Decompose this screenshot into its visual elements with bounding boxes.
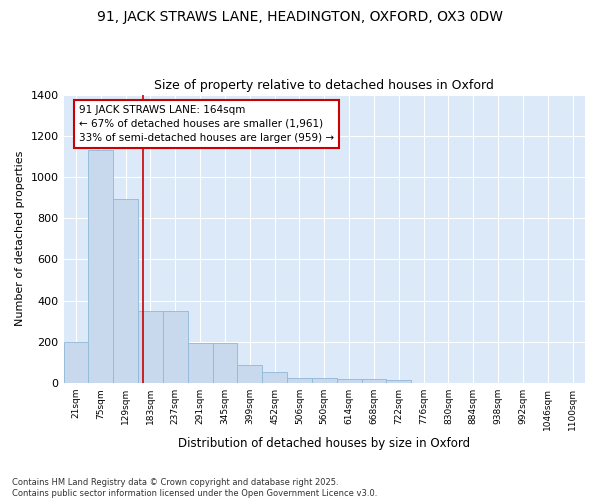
- Bar: [163, 311, 188, 383]
- Bar: [312, 378, 337, 383]
- Bar: [287, 378, 312, 383]
- Bar: [88, 150, 113, 383]
- Title: Size of property relative to detached houses in Oxford: Size of property relative to detached ho…: [154, 79, 494, 92]
- Text: 91 JACK STRAWS LANE: 164sqm
← 67% of detached houses are smaller (1,961)
33% of : 91 JACK STRAWS LANE: 164sqm ← 67% of det…: [79, 105, 334, 143]
- Text: Contains HM Land Registry data © Crown copyright and database right 2025.
Contai: Contains HM Land Registry data © Crown c…: [12, 478, 377, 498]
- Text: 91, JACK STRAWS LANE, HEADINGTON, OXFORD, OX3 0DW: 91, JACK STRAWS LANE, HEADINGTON, OXFORD…: [97, 10, 503, 24]
- Bar: [362, 379, 386, 383]
- Y-axis label: Number of detached properties: Number of detached properties: [15, 151, 25, 326]
- Bar: [113, 198, 138, 383]
- Bar: [337, 379, 362, 383]
- Bar: [138, 311, 163, 383]
- Bar: [238, 364, 262, 383]
- Bar: [64, 342, 88, 383]
- Bar: [188, 343, 212, 383]
- Bar: [386, 380, 411, 383]
- Bar: [262, 372, 287, 383]
- X-axis label: Distribution of detached houses by size in Oxford: Distribution of detached houses by size …: [178, 437, 470, 450]
- Bar: [212, 343, 238, 383]
